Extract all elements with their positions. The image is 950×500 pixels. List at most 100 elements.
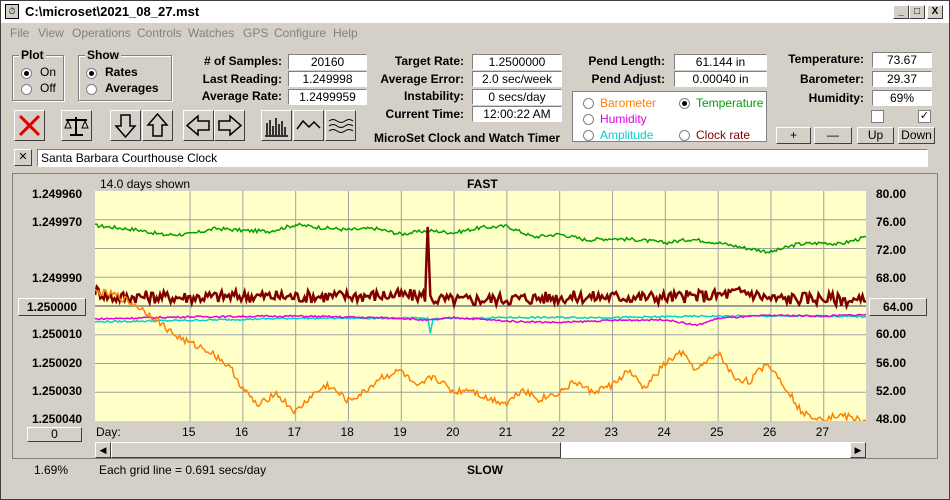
menu-file[interactable]: File <box>10 26 30 40</box>
last-reading-value: 1.249998 <box>288 71 367 87</box>
x-axis-tick: 23 <box>604 425 618 439</box>
current-time-value: 12:00:22 AM <box>472 106 562 122</box>
show-averages-radio[interactable] <box>86 84 97 95</box>
window-title: C:\microset\2021_08_27.mst <box>25 4 200 19</box>
x-axis-tick: 18 <box>340 425 354 439</box>
x-axis-tick: 16 <box>234 425 249 439</box>
menu-watches[interactable]: Watches <box>188 26 235 40</box>
average-error-value: 2.0 sec/week <box>472 71 562 87</box>
average-rate-value: 1.2499959 <box>288 89 367 105</box>
barometer-value: 29.37 <box>872 71 932 87</box>
balance-button[interactable] <box>61 110 92 141</box>
x-axis-tick: 26 <box>762 425 777 439</box>
right-value-button[interactable]: 64.00 <box>869 298 927 316</box>
plot-off-label: Off <box>40 81 56 95</box>
x-axis-tick: 19 <box>393 425 407 439</box>
scroll-left-button[interactable]: ◀ <box>95 442 111 458</box>
down-button[interactable]: Down <box>898 127 935 144</box>
minus-button[interactable]: — <box>814 127 852 144</box>
scroll-right-button[interactable]: ▶ <box>850 442 866 458</box>
scroll-thumb[interactable] <box>111 442 561 458</box>
menu-view[interactable]: View <box>38 26 64 40</box>
plot-group: Plot On Off <box>12 48 64 101</box>
menu-configure[interactable]: Configure <box>274 26 327 40</box>
temperature-label: Temperature: <box>788 52 864 66</box>
arrow-down-icon <box>114 114 137 139</box>
left-value-button[interactable]: 1.250000 <box>18 298 86 316</box>
show-rates-radio[interactable] <box>86 68 97 79</box>
days-shown-label: 14.0 days shown <box>100 177 191 191</box>
x-axis-tick: 15 <box>182 425 196 439</box>
x-axis-tick: 20 <box>446 425 460 439</box>
samples-label: # of Samples: <box>203 54 282 68</box>
menu-help[interactable]: Help <box>333 26 358 40</box>
plot-off-radio[interactable] <box>21 84 32 95</box>
menu-operations[interactable]: Operations <box>72 26 131 40</box>
series-line-temperature <box>95 222 866 254</box>
scroll-track[interactable] <box>561 442 850 458</box>
zero-button[interactable]: 0 <box>27 427 82 442</box>
rate-chart <box>95 191 866 421</box>
amplitude-radio[interactable] <box>583 130 594 141</box>
x-axis-tick: 22 <box>551 425 566 439</box>
show-group-title: Show <box>85 48 121 62</box>
clock-rate-option-label: Clock rate <box>696 128 751 142</box>
barometer-label: Barometer: <box>799 72 864 86</box>
temperature-radio[interactable] <box>679 98 690 109</box>
humidity-radio[interactable] <box>583 114 594 125</box>
move-right-button[interactable] <box>214 110 245 141</box>
minimize-button[interactable]: _ <box>893 5 909 19</box>
bar-graph-button[interactable] <box>261 110 292 141</box>
multi-wave-icon <box>328 119 354 133</box>
clock-rate-radio[interactable] <box>679 130 690 141</box>
temperature-option-label: Temperature <box>696 96 764 110</box>
amplitude-option-label: Amplitude <box>600 128 654 142</box>
balance-scale-icon <box>64 117 89 136</box>
barometer-radio[interactable] <box>583 98 594 109</box>
move-up-button[interactable] <box>142 110 173 141</box>
close-button[interactable]: X <box>927 5 943 19</box>
clock-app-icon[interactable]: ⏱ <box>5 4 19 19</box>
x-axis-tick: 21 <box>498 425 513 439</box>
sensor-checkbox-2[interactable]: ✓ <box>918 110 931 123</box>
move-down-button[interactable] <box>110 110 141 141</box>
left-axis-tick: 1.250010 <box>32 327 83 341</box>
sensor-checkbox-1[interactable] <box>871 110 884 123</box>
menu-controls[interactable]: Controls <box>137 26 182 40</box>
wave-icon <box>296 119 321 130</box>
show-averages-label: Averages <box>105 81 159 95</box>
temperature-value: 73.67 <box>872 52 932 68</box>
average-rate-label: Average Rate: <box>201 89 282 103</box>
show-rates-label: Rates <box>105 65 138 79</box>
x-axis-tick: 17 <box>287 425 302 439</box>
plot-group-title: Plot <box>19 48 46 62</box>
left-axis-tick: 1.249960 <box>32 187 83 201</box>
right-axis-tick: 56.00 <box>876 356 907 370</box>
watch-name-field[interactable]: Santa Barbara Courthouse Clock <box>37 149 928 167</box>
humidity-option-label: Humidity <box>600 112 647 126</box>
right-axis-tick: 60.00 <box>876 327 907 341</box>
move-left-button[interactable] <box>183 110 214 141</box>
series-line-clock-rate <box>95 226 866 311</box>
average-error-label: Average Error: <box>380 72 464 86</box>
right-axis-tick: 80.00 <box>876 187 907 201</box>
menu-bar: File View Operations Controls Watches GP… <box>1 24 949 42</box>
menu-gps[interactable]: GPS <box>243 26 269 40</box>
arrow-left-icon <box>185 114 210 137</box>
plus-button[interactable]: + <box>776 127 811 144</box>
app-name-label: MicroSet Clock and Watch Timer <box>374 131 561 145</box>
multi-wave-button[interactable] <box>325 110 356 141</box>
instability-value: 0 secs/day <box>472 89 562 105</box>
close-watch-button[interactable]: ✕ <box>14 149 32 166</box>
plot-on-radio[interactable] <box>21 68 32 79</box>
up-button[interactable]: Up <box>857 127 894 144</box>
humidity-label: Humidity: <box>808 91 864 105</box>
left-axis-tick: 1.249990 <box>32 271 83 285</box>
current-time-label: Current Time: <box>385 107 464 121</box>
maximize-button[interactable]: □ <box>909 5 925 19</box>
last-reading-label: Last Reading: <box>202 72 282 86</box>
delete-button[interactable] <box>14 110 45 141</box>
horizontal-scrollbar[interactable]: ◀ ▶ <box>95 442 866 458</box>
series-line-barometer <box>95 288 866 421</box>
wave-button[interactable] <box>293 110 324 141</box>
